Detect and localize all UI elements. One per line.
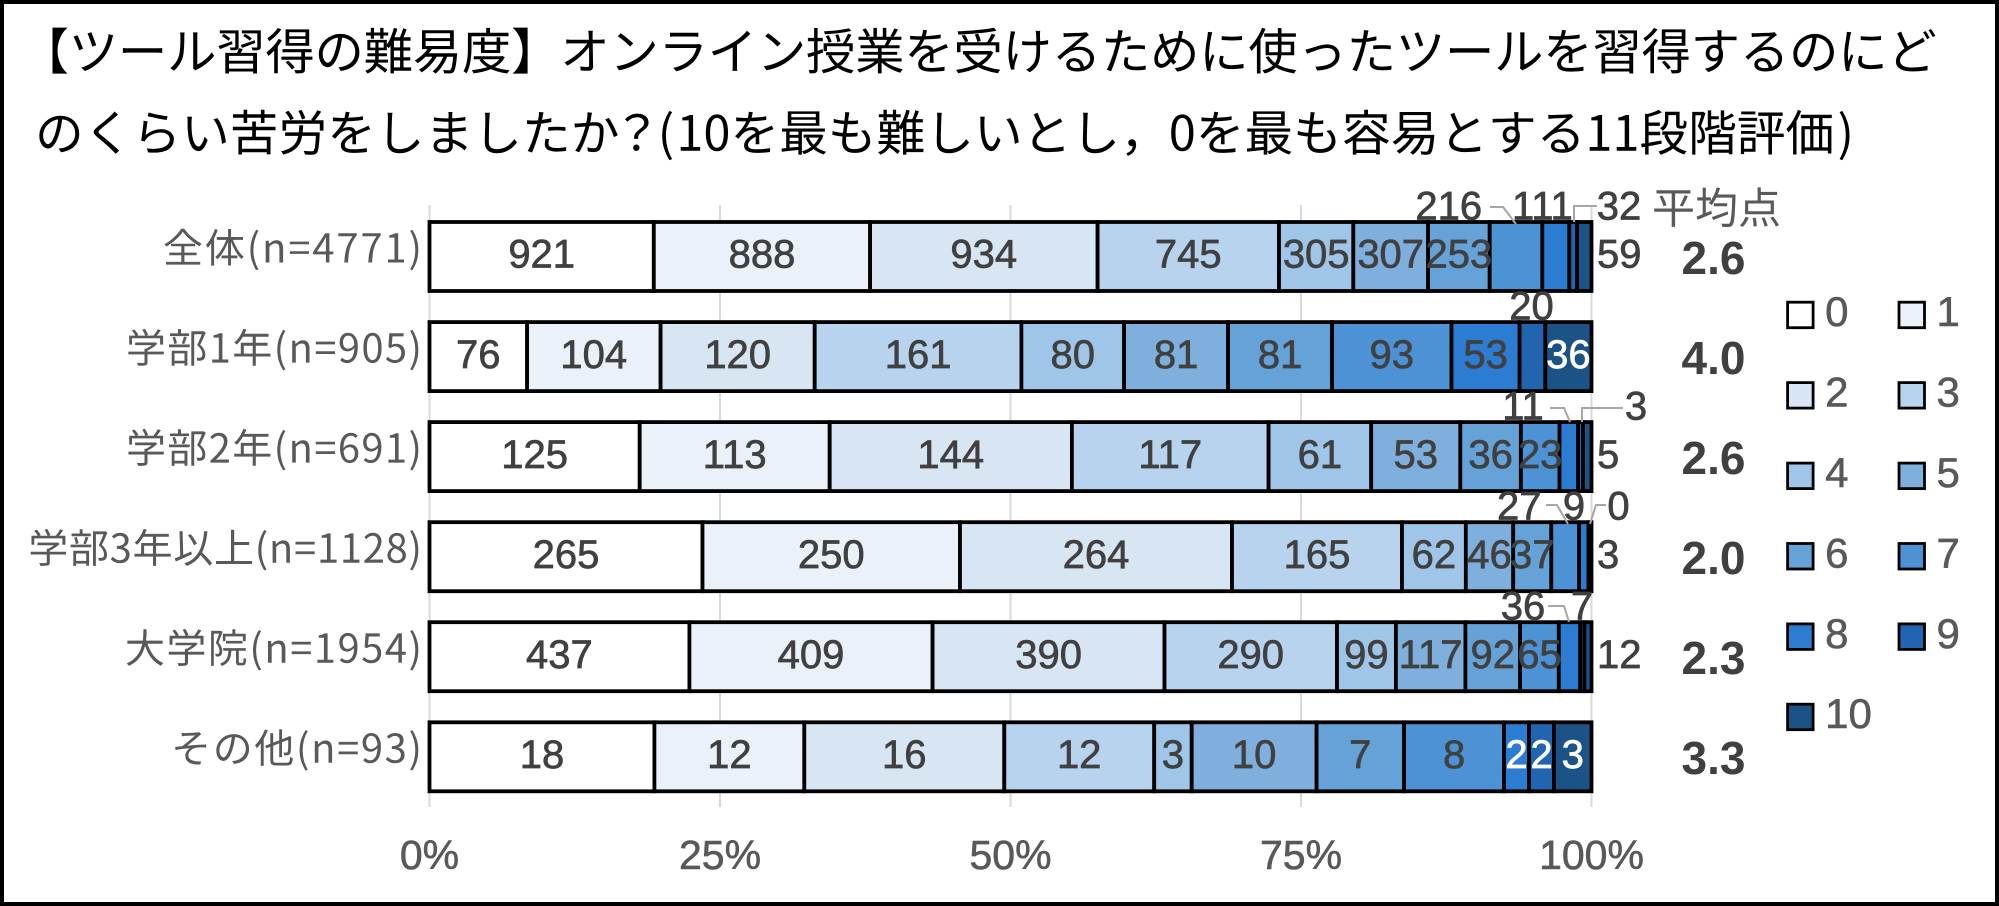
svg-text:290: 290 <box>1217 633 1284 677</box>
svg-text:5: 5 <box>1597 433 1619 477</box>
svg-text:3: 3 <box>1162 733 1184 777</box>
svg-text:111: 111 <box>1512 184 1573 228</box>
svg-text:62: 62 <box>1412 533 1457 577</box>
svg-text:8: 8 <box>1443 733 1465 777</box>
svg-text:2: 2 <box>1825 369 1848 416</box>
svg-text:37: 37 <box>1510 533 1555 577</box>
svg-text:264: 264 <box>1063 533 1130 577</box>
svg-text:113: 113 <box>703 433 767 477</box>
svg-text:46: 46 <box>1467 533 1512 577</box>
svg-text:117: 117 <box>1138 433 1202 477</box>
svg-text:61: 61 <box>1298 433 1343 477</box>
svg-text:3: 3 <box>1937 369 1960 416</box>
svg-text:265: 265 <box>533 533 600 577</box>
svg-text:305: 305 <box>1283 233 1350 277</box>
svg-text:0: 0 <box>1825 288 1848 335</box>
svg-text:888: 888 <box>729 233 796 277</box>
svg-text:2: 2 <box>1505 733 1527 777</box>
svg-text:5: 5 <box>1937 449 1960 496</box>
svg-text:745: 745 <box>1155 233 1222 277</box>
svg-text:216: 216 <box>1415 184 1482 228</box>
svg-text:99: 99 <box>1344 633 1389 677</box>
svg-text:75%: 75% <box>1260 832 1342 878</box>
svg-text:32: 32 <box>1597 184 1642 228</box>
svg-text:0: 0 <box>1607 485 1629 529</box>
svg-text:117: 117 <box>1399 633 1463 677</box>
svg-text:2.6: 2.6 <box>1682 232 1746 284</box>
svg-text:80: 80 <box>1051 333 1096 377</box>
svg-text:53: 53 <box>1463 333 1508 377</box>
svg-text:6: 6 <box>1825 529 1848 576</box>
svg-text:27: 27 <box>1497 485 1542 529</box>
svg-text:409: 409 <box>778 633 845 677</box>
svg-text:50%: 50% <box>969 832 1051 878</box>
svg-text:9: 9 <box>1937 610 1960 657</box>
svg-text:3: 3 <box>1597 533 1619 577</box>
svg-text:36: 36 <box>1546 333 1591 377</box>
svg-text:125: 125 <box>501 433 568 477</box>
svg-text:3: 3 <box>1562 733 1584 777</box>
svg-text:390: 390 <box>1015 633 1082 677</box>
svg-text:93: 93 <box>1370 333 1415 377</box>
svg-text:165: 165 <box>1284 533 1351 577</box>
svg-text:437: 437 <box>526 633 593 677</box>
svg-text:10: 10 <box>1232 733 1277 777</box>
svg-text:934: 934 <box>950 233 1017 277</box>
svg-text:7: 7 <box>1937 529 1960 576</box>
svg-text:20: 20 <box>1509 285 1554 329</box>
svg-text:307: 307 <box>1357 233 1424 277</box>
svg-text:2: 2 <box>1530 733 1552 777</box>
svg-text:8: 8 <box>1825 610 1848 657</box>
svg-text:81: 81 <box>1258 333 1303 377</box>
svg-text:120: 120 <box>704 333 771 377</box>
svg-text:16: 16 <box>882 733 927 777</box>
svg-text:1: 1 <box>1937 288 1960 335</box>
svg-text:3: 3 <box>1625 385 1647 429</box>
svg-text:2.3: 2.3 <box>1682 632 1746 684</box>
svg-text:59: 59 <box>1597 233 1642 277</box>
svg-text:18: 18 <box>520 733 565 777</box>
svg-text:4.0: 4.0 <box>1682 332 1746 384</box>
svg-text:100%: 100% <box>1539 832 1644 878</box>
svg-text:144: 144 <box>917 433 984 477</box>
svg-text:76: 76 <box>456 333 501 377</box>
svg-text:250: 250 <box>798 533 865 577</box>
svg-text:104: 104 <box>560 333 627 377</box>
svg-text:9: 9 <box>1563 485 1585 529</box>
svg-text:10: 10 <box>1825 690 1872 737</box>
svg-text:12: 12 <box>707 733 752 777</box>
svg-text:7: 7 <box>1349 733 1371 777</box>
svg-text:2.0: 2.0 <box>1682 532 1746 584</box>
svg-text:92: 92 <box>1471 633 1516 677</box>
svg-text:4: 4 <box>1825 449 1848 496</box>
svg-text:161: 161 <box>885 333 952 377</box>
svg-text:36: 36 <box>1501 585 1546 629</box>
svg-text:0%: 0% <box>400 832 459 878</box>
svg-text:12: 12 <box>1597 633 1642 677</box>
svg-text:23: 23 <box>1518 433 1563 477</box>
svg-text:921: 921 <box>508 233 575 277</box>
svg-text:253: 253 <box>1426 233 1493 277</box>
svg-text:7: 7 <box>1571 585 1593 629</box>
svg-text:11: 11 <box>1502 385 1544 429</box>
svg-text:53: 53 <box>1394 433 1439 477</box>
svg-text:36: 36 <box>1468 433 1513 477</box>
svg-text:3.3: 3.3 <box>1682 732 1746 784</box>
svg-text:65: 65 <box>1517 633 1562 677</box>
svg-text:25%: 25% <box>679 832 761 878</box>
svg-text:81: 81 <box>1154 333 1199 377</box>
svg-text:2.6: 2.6 <box>1682 432 1746 484</box>
svg-text:12: 12 <box>1057 733 1102 777</box>
